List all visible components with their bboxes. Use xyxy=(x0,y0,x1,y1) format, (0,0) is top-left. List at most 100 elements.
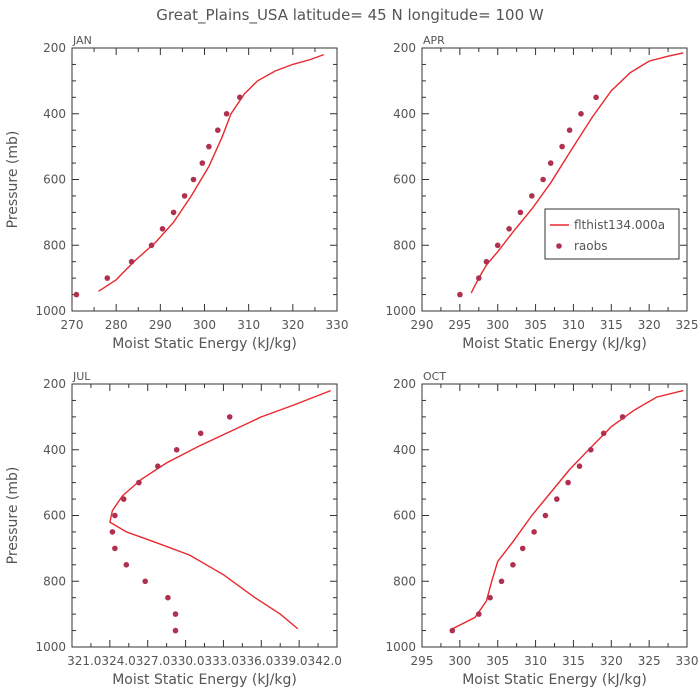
x-tick-label: 330 xyxy=(676,654,699,668)
x-axis-title: Moist Static Energy (kJ/kg) xyxy=(462,336,647,352)
y-tick-label: 600 xyxy=(393,509,416,523)
raob-point xyxy=(112,545,118,552)
raob-point xyxy=(540,176,546,183)
x-tick-label: 315 xyxy=(562,654,585,668)
model-line xyxy=(109,389,331,630)
raob-point xyxy=(197,430,204,437)
raob-point xyxy=(226,414,233,420)
x-tick-label: 320 xyxy=(281,318,304,332)
x-axis-title: Moist Static Energy (kJ/kg) xyxy=(112,672,297,688)
raob-point xyxy=(593,94,599,101)
raob-point xyxy=(487,594,493,601)
y-tick-label: 800 xyxy=(43,238,66,252)
figure-title: Great_Plains_USA latitude= 45 N longitud… xyxy=(156,6,544,25)
legend-dot-swatch xyxy=(556,243,562,249)
x-tick-label: 320 xyxy=(638,318,661,332)
raob-point xyxy=(181,193,188,199)
y-tick-label: 800 xyxy=(393,238,416,252)
legend: flthist134.000a raobs xyxy=(544,208,680,260)
raob-point xyxy=(554,496,560,502)
legend-box xyxy=(544,208,680,260)
panel-label: JAN xyxy=(72,34,92,47)
model-line xyxy=(98,53,325,292)
raob-point xyxy=(73,291,80,298)
y-axis-title: Pressure (mb) xyxy=(5,467,21,565)
raob-point xyxy=(494,242,501,249)
x-tick-label: 305 xyxy=(524,318,547,332)
raob-point xyxy=(120,496,127,502)
raob-point xyxy=(109,529,116,535)
raob-point xyxy=(155,463,161,470)
y-tick-label: 1000 xyxy=(35,640,66,654)
raob-point xyxy=(542,512,549,519)
y-tick-label: 200 xyxy=(43,41,66,55)
x-tick-label: 310 xyxy=(562,318,585,332)
x-tick-labels: 321.0324.0327.0330.0333.0336.0339.0342.0 xyxy=(67,654,342,668)
plot-frame xyxy=(71,47,338,312)
raob-point xyxy=(170,209,177,216)
y-tick-label: 200 xyxy=(393,377,416,391)
raob-point xyxy=(498,578,505,585)
model-line xyxy=(451,389,684,630)
panel-label: JUL xyxy=(72,370,91,383)
panel-label: APR xyxy=(423,34,445,47)
y-tick-label: 1000 xyxy=(35,304,66,318)
raob-point xyxy=(506,226,512,232)
x-tick-label: 280 xyxy=(105,318,128,332)
raob-point xyxy=(112,512,118,519)
raob-point xyxy=(142,578,148,585)
x-tick-label: 330 xyxy=(326,318,349,332)
y-tick-label: 1000 xyxy=(385,640,416,654)
raob-point xyxy=(510,562,516,568)
raob-point xyxy=(457,291,463,298)
y-tick-label: 400 xyxy=(43,107,66,121)
y-tick-label: 600 xyxy=(43,173,66,187)
y-tick-label: 200 xyxy=(393,41,416,55)
plot-frame xyxy=(421,383,688,648)
raob-point xyxy=(172,627,179,634)
x-tick-label: 295 xyxy=(411,654,434,668)
raob-point xyxy=(223,111,230,117)
x-tick-label: 290 xyxy=(411,318,434,332)
x-tick-label: 270 xyxy=(61,318,84,332)
x-tick-label: 325 xyxy=(638,654,661,668)
x-axis-title: Moist Static Energy (kJ/kg) xyxy=(462,672,647,688)
raob-point xyxy=(531,529,537,535)
raob-point xyxy=(123,562,130,568)
raob-point xyxy=(159,226,166,232)
raob-point xyxy=(199,160,206,166)
x-tick-label: 325 xyxy=(676,318,699,332)
y-tick-label: 600 xyxy=(43,509,66,523)
x-tick-label: 305 xyxy=(486,654,509,668)
raob-point xyxy=(578,111,584,117)
y-tick-label: 400 xyxy=(43,443,66,457)
x-tick-label: 300 xyxy=(193,318,216,332)
legend-label-model: flthist134.000a xyxy=(574,218,665,232)
x-tick-label: 300 xyxy=(448,654,471,668)
y-tick-label: 400 xyxy=(393,443,416,457)
x-axis-title: Moist Static Energy (kJ/kg) xyxy=(112,336,297,352)
raob-point xyxy=(588,447,594,453)
raob-point xyxy=(104,275,111,281)
x-tick-label: 315 xyxy=(600,318,623,332)
raob-point xyxy=(529,193,535,199)
raob-point xyxy=(519,545,526,552)
raob-point xyxy=(576,463,583,470)
raob-point xyxy=(517,209,524,216)
x-tick-label: 320 xyxy=(600,654,623,668)
plot-frame xyxy=(421,47,688,312)
raob-point xyxy=(206,143,212,150)
raob-point xyxy=(128,258,135,265)
y-tick-label: 400 xyxy=(393,107,416,121)
panel-label: OCT xyxy=(423,370,446,383)
raob-point xyxy=(476,275,482,281)
y-tick-label: 800 xyxy=(393,574,416,588)
raob-point xyxy=(476,611,482,617)
raob-point xyxy=(483,258,490,265)
x-tick-label: 295 xyxy=(448,318,471,332)
legend-label-raobs: raobs xyxy=(574,239,608,253)
raob-point xyxy=(566,127,573,133)
